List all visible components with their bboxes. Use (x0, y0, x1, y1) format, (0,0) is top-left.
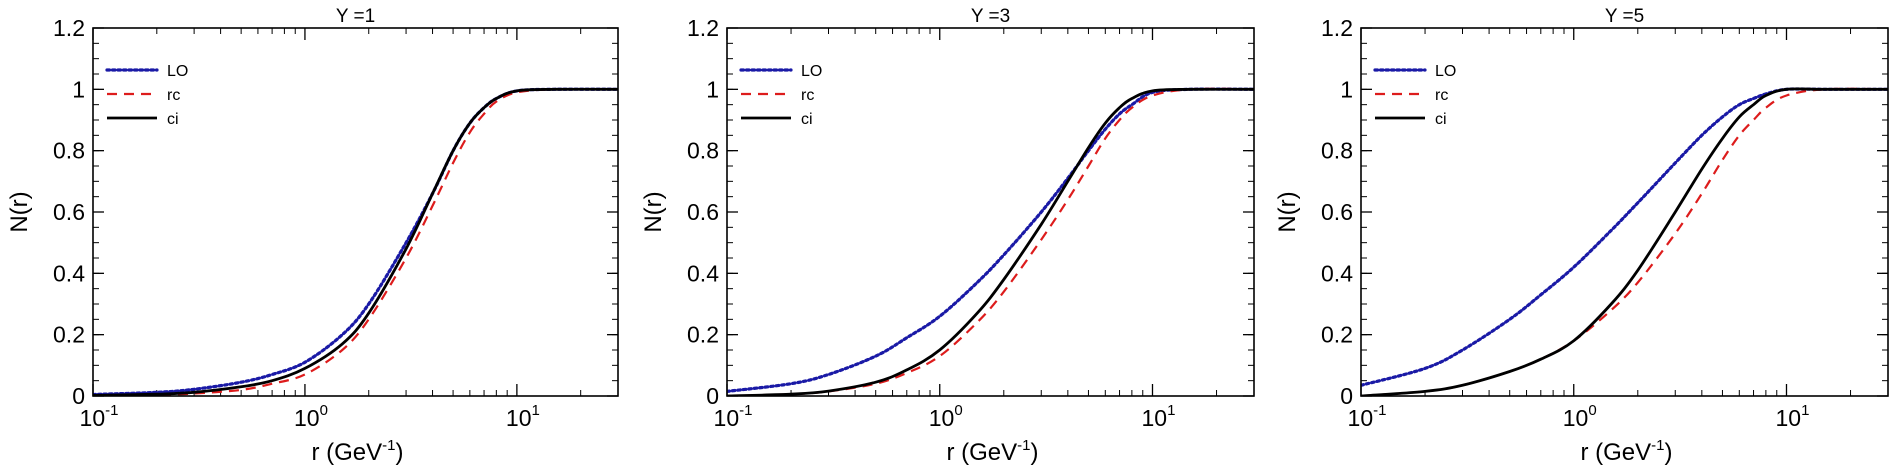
series-line-lo (727, 87, 1254, 393)
y-tick-label: 1.2 (53, 15, 85, 41)
plot-frame (726, 27, 1255, 397)
chart-panel-3: Y =5 0 0.2 0.4 0.6 0.8 1 1.2 10-1 100 101 r (GeV-1)… (1274, 6, 1889, 466)
chart-title: Y =5 (1605, 6, 1644, 27)
y-tick-label: 0.6 (53, 199, 85, 225)
y-tick-label: 1 (1340, 76, 1353, 102)
legend-label-rc: rc (1435, 87, 1448, 104)
series-line-ci (727, 87, 1254, 396)
y-tick-label: 1.2 (687, 15, 719, 41)
y-axis-label: N(r) (1274, 191, 1301, 232)
y-tick-label: 0 (1340, 383, 1353, 409)
legend: LO rc ci (1373, 63, 1456, 128)
x-tick-label: 10-1 (714, 402, 753, 431)
y-tick-label: 0 (706, 383, 719, 409)
x-tick-label: 100 (929, 402, 963, 431)
chart-panel-1: Y =1 0 0.2 0.4 0.6 0.8 1 1.2 10-1 100 101 r (GeV-1)… (6, 6, 619, 466)
legend-label-lo: LO (1435, 63, 1456, 80)
chart-title: Y =3 (971, 6, 1010, 27)
legend-label-lo: LO (801, 63, 822, 80)
x-axis-label: r (GeV-1) (311, 437, 403, 466)
series-line-ci (93, 87, 618, 396)
legend-label-rc: rc (167, 87, 180, 104)
legend-label-lo: LO (167, 63, 188, 80)
x-tick-label: 10-1 (80, 402, 119, 431)
x-tick-label: 100 (294, 402, 328, 431)
y-tick-label: 0.8 (687, 138, 719, 164)
legend: LO rc ci (105, 63, 188, 128)
y-axis-label: N(r) (6, 191, 33, 232)
chart-panel-2: Y =3 0 0.2 0.4 0.6 0.8 1 1.2 10-1 100 101 r (GeV-1)… (640, 6, 1255, 466)
y-tick-label: 0.4 (53, 260, 85, 286)
y-tick-label: 0.2 (687, 322, 719, 348)
series-group (727, 87, 1254, 396)
y-tick-label: 0.2 (53, 322, 85, 348)
plot-frame (1360, 27, 1889, 397)
series-line-lo (1361, 87, 1888, 387)
legend: LO rc ci (739, 63, 822, 128)
x-tick-label: 101 (506, 402, 540, 431)
y-axis-label: N(r) (640, 191, 667, 232)
y-tick-label: 0.8 (53, 138, 85, 164)
y-tick-label: 0.6 (687, 199, 719, 225)
x-axis-label: r (GeV-1) (946, 437, 1038, 466)
y-tick-label: 1.2 (1321, 15, 1353, 41)
chart-title: Y =1 (336, 6, 375, 27)
legend-label-ci: ci (801, 111, 813, 128)
y-tick-label: 1 (72, 76, 85, 102)
y-tick-label: 0.2 (1321, 322, 1353, 348)
y-tick-label: 0.8 (1321, 138, 1353, 164)
x-tick-label: 101 (1776, 402, 1810, 431)
x-tick-label: 100 (1563, 402, 1597, 431)
x-axis-label: r (GeV-1) (1580, 437, 1672, 466)
y-tick-label: 0 (72, 383, 85, 409)
series-line-rc (1361, 87, 1888, 396)
y-tick-label: 0.4 (1321, 260, 1353, 286)
legend-label-ci: ci (167, 111, 179, 128)
series-line-ci (1361, 87, 1888, 396)
y-tick-label: 0.4 (687, 260, 719, 286)
legend-label-ci: ci (1435, 111, 1447, 128)
y-tick-label: 0.6 (1321, 199, 1353, 225)
series-line-lo (93, 87, 618, 396)
series-line-rc (93, 87, 618, 396)
series-line-rc (727, 87, 1254, 396)
x-tick-label: 10-1 (1348, 402, 1387, 431)
x-tick-label: 101 (1142, 402, 1176, 431)
y-tick-label: 1 (706, 76, 719, 102)
series-group (93, 87, 618, 396)
plot-frame (92, 27, 619, 397)
legend-label-rc: rc (801, 87, 814, 104)
series-group (1361, 87, 1888, 396)
